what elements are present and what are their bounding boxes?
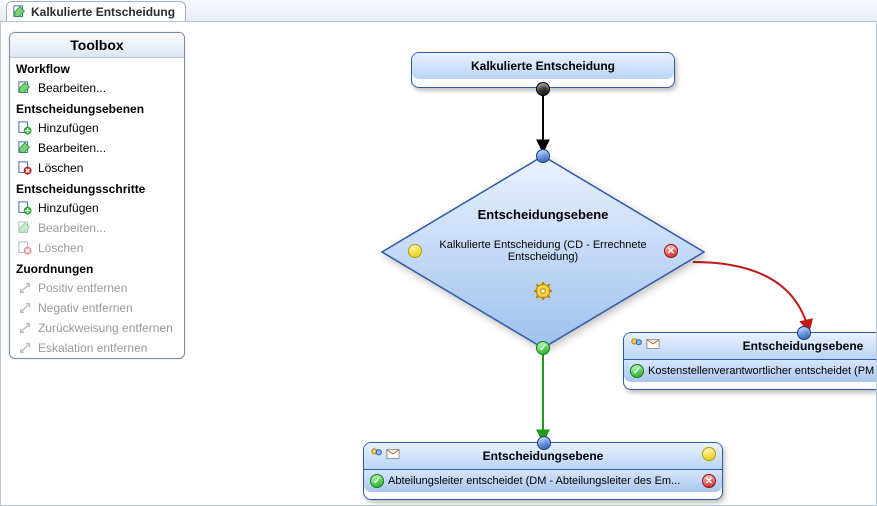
toolbox-item-label: Zurückweisung entfernen xyxy=(38,321,173,335)
toolbox-item: Positiv entfernen xyxy=(10,278,184,298)
toolbox-section: Entscheidungsebenen xyxy=(10,98,184,118)
edge-decision-negative xyxy=(693,262,809,332)
toolbox-panel: Toolbox Workflow Bearbeiten... Entscheidun… xyxy=(1,22,193,505)
result-node-left[interactable]: Entscheidungsebene ✓ Abteilungsleiter en… xyxy=(363,442,723,500)
status-yellow-icon xyxy=(702,447,716,461)
port-positive-icon: ✓ xyxy=(536,341,550,355)
toolbox-item-label: Hinzufügen xyxy=(38,121,99,135)
toolbox: Toolbox Workflow Bearbeiten... Entscheidun… xyxy=(9,32,185,359)
ok-icon: ✓ xyxy=(630,364,644,378)
result-left-subtitle: Abteilungsleiter entscheidet (DM - Abtei… xyxy=(388,475,698,487)
mail-icon xyxy=(386,447,400,461)
toolbox-item-label: Positiv entfernen xyxy=(38,281,127,295)
start-node-title: Kalkulierte Entscheidung xyxy=(412,53,674,79)
toolbox-item-label: Bearbeiten... xyxy=(38,141,106,155)
toolbox-item: Bearbeiten... xyxy=(10,218,184,238)
users-icon xyxy=(370,447,384,461)
toolbox-item[interactable]: Bearbeiten... xyxy=(10,78,184,98)
toolbox-item-label: Bearbeiten... xyxy=(38,81,106,95)
port-in-icon xyxy=(537,436,551,450)
toolbox-item: Zurückweisung entfernen xyxy=(10,318,184,338)
tab-active[interactable]: Kalkulierte Entscheidung xyxy=(6,1,186,21)
toolbox-item-label: Bearbeiten... xyxy=(38,221,106,235)
toolbox-item[interactable]: Hinzufügen xyxy=(10,198,184,218)
result-node-right[interactable]: Entscheidungsebene ✓ Kostenstellenverant… xyxy=(623,332,877,390)
toolbox-item-label: Negativ entfernen xyxy=(38,301,133,315)
port-in-icon xyxy=(797,326,811,340)
decision-node[interactable]: Entscheidungsebene Kalkulierte Entscheid… xyxy=(378,152,708,352)
toolbox-item-label: Löschen xyxy=(38,241,83,255)
error-icon: ✕ xyxy=(702,474,716,488)
users-icon xyxy=(630,337,644,351)
mini-icons xyxy=(630,337,660,351)
error-icon: ✕ xyxy=(664,244,678,258)
tab-title: Kalkulierte Entscheidung xyxy=(31,5,175,19)
edit-icon xyxy=(13,5,27,19)
diagram-canvas[interactable]: Kalkulierte Entscheidung Entscheidungseb… xyxy=(193,22,876,505)
result-right-title: Entscheidungsebene xyxy=(624,333,877,360)
port-in-icon xyxy=(536,149,550,163)
toolbox-item[interactable]: Bearbeiten... xyxy=(10,138,184,158)
tab-bar: Kalkulierte Entscheidung xyxy=(0,0,877,22)
toolbox-title: Toolbox xyxy=(10,33,184,58)
mail-icon xyxy=(646,337,660,351)
toolbox-section: Zuordnungen xyxy=(10,258,184,278)
toolbox-item: Löschen xyxy=(10,238,184,258)
toolbox-item-label: Hinzufügen xyxy=(38,201,99,215)
result-right-subtitle: Kostenstellenverantwortlicher entscheide… xyxy=(648,365,877,377)
start-node-port xyxy=(536,82,550,96)
toolbox-item[interactable]: Löschen xyxy=(10,158,184,178)
toolbox-body: Workflow Bearbeiten... Entscheidungsebenen… xyxy=(10,58,184,358)
gear-icon xyxy=(534,282,552,303)
toolbox-item[interactable]: Hinzufügen xyxy=(10,118,184,138)
main-area: Toolbox Workflow Bearbeiten... Entscheidun… xyxy=(0,22,877,506)
mini-icons xyxy=(370,447,400,461)
toolbox-item: Eskalation entfernen xyxy=(10,338,184,358)
toolbox-item: Negativ entfernen xyxy=(10,298,184,318)
ok-icon: ✓ xyxy=(370,474,384,488)
toolbox-item-label: Eskalation entfernen xyxy=(38,341,147,355)
decision-node-subtitle: Kalkulierte Entscheidung (CD - Errechnet… xyxy=(428,239,658,263)
toolbox-item-label: Löschen xyxy=(38,161,83,175)
decision-node-title: Entscheidungsebene xyxy=(378,207,708,222)
toolbox-section: Workflow xyxy=(10,58,184,78)
status-yellow-icon xyxy=(408,244,422,258)
toolbox-section: Entscheidungsschritte xyxy=(10,178,184,198)
